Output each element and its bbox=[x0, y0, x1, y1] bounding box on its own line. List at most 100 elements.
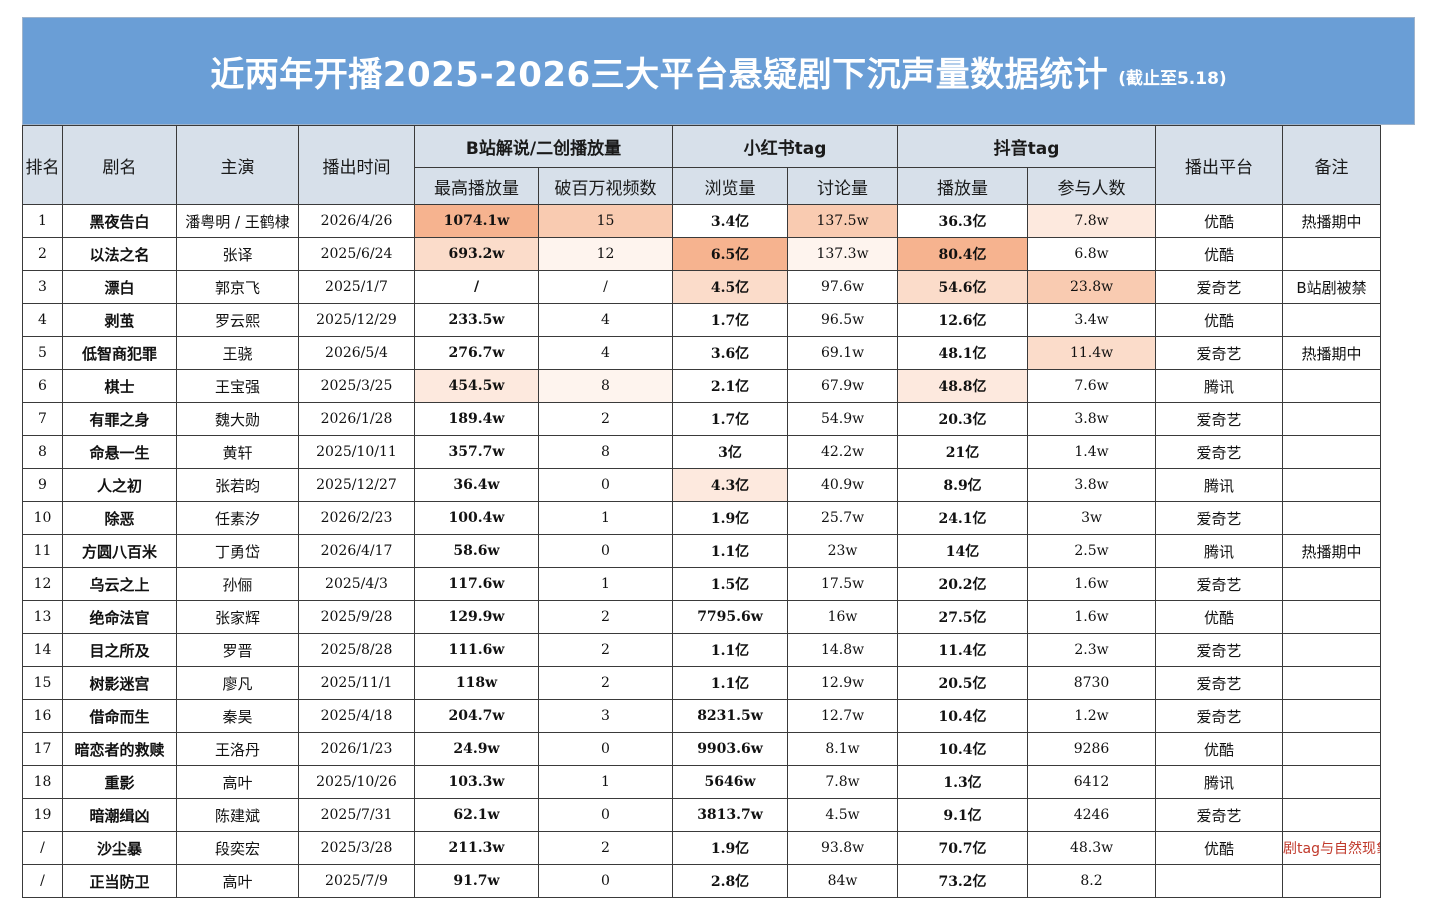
platform-cell: 优酷 bbox=[1155, 831, 1284, 865]
drama-name-cell: 乌云之上 bbox=[62, 567, 177, 601]
bili-max-plays-cell: 1074.1w bbox=[414, 204, 539, 238]
note-cell: 热播期中 bbox=[1282, 336, 1382, 370]
cast-cell: 高叶 bbox=[176, 864, 299, 898]
xhs-discussion-cell: 69.1w bbox=[787, 336, 899, 370]
table-row: 4 剥茧 罗云熙 2025/12/29 233.5w 4 1.7亿 96.5w 12.6亿 3.4… bbox=[22, 303, 1440, 337]
note-cell bbox=[1282, 468, 1382, 502]
dy-plays-cell: 20.2亿 bbox=[897, 567, 1029, 601]
cast-cell: 张若昀 bbox=[176, 468, 299, 502]
bili-million-count-cell: 15 bbox=[537, 204, 674, 238]
dy-plays-cell: 21亿 bbox=[897, 435, 1029, 469]
bili-million-count-cell: 1 bbox=[537, 567, 674, 601]
bili-max-plays-cell: 103.3w bbox=[414, 765, 539, 799]
dy-participants-cell: 2.5w bbox=[1027, 534, 1157, 568]
air-date-cell: 2025/11/1 bbox=[298, 666, 415, 700]
bili-million-count-cell: 4 bbox=[537, 336, 674, 370]
table-body: 1 黑夜告白 潘粤明 / 王鹤棣 2026/4/26 1074.1w 15 3.4亿 137.… bbox=[22, 204, 1440, 898]
xhs-discussion-cell: 42.2w bbox=[787, 435, 899, 469]
rank-cell: 5 bbox=[22, 336, 63, 370]
xhs-discussion-cell: 96.5w bbox=[787, 303, 899, 337]
note-cell: 热播期中 bbox=[1282, 204, 1382, 238]
cast-cell: 陈建斌 bbox=[176, 798, 299, 832]
xhs-views-cell: 3813.7w bbox=[672, 798, 789, 832]
dy-plays-cell: 80.4亿 bbox=[897, 237, 1029, 271]
bili-max-plays-cell: 233.5w bbox=[414, 303, 539, 337]
note-cell bbox=[1282, 567, 1382, 601]
dy-participants-cell: 6412 bbox=[1027, 765, 1157, 799]
bili-million-count-cell: / bbox=[537, 270, 674, 304]
dy-participants-cell: 23.8w bbox=[1027, 270, 1157, 304]
platform-cell: 爱奇艺 bbox=[1155, 336, 1284, 370]
xhs-discussion-cell: 93.8w bbox=[787, 831, 899, 865]
dy-participants-cell: 11.4w bbox=[1027, 336, 1157, 370]
dy-plays-cell: 11.4亿 bbox=[897, 633, 1029, 667]
bili-million-count-cell: 2 bbox=[537, 402, 674, 436]
xhs-discussion-cell: 54.9w bbox=[787, 402, 899, 436]
rank-cell: 16 bbox=[22, 699, 63, 733]
dy-plays-cell: 73.2亿 bbox=[897, 864, 1029, 898]
table-header: 排名 剧名 主演 播出时间 B站解说/二创播放量 小红书tag 抖音tag 播出… bbox=[22, 125, 1440, 205]
dy-participants-cell: 1.2w bbox=[1027, 699, 1157, 733]
note-cell bbox=[1282, 798, 1382, 832]
dy-participants-cell: 1.6w bbox=[1027, 567, 1157, 601]
xhs-discussion-cell: 67.9w bbox=[787, 369, 899, 403]
col-header-rank: 排名 bbox=[22, 125, 63, 205]
xhs-discussion-cell: 25.7w bbox=[787, 501, 899, 535]
xhs-views-cell: 1.5亿 bbox=[672, 567, 789, 601]
page-title: 近两年开播2025-2026三大平台悬疑剧下沉声量数据统计 bbox=[210, 54, 1109, 95]
col-header-dy-plays: 播放量 bbox=[897, 167, 1029, 205]
platform-cell: 爱奇艺 bbox=[1155, 402, 1284, 436]
bili-million-count-cell: 2 bbox=[537, 633, 674, 667]
note-cell bbox=[1282, 435, 1382, 469]
dy-plays-cell: 14亿 bbox=[897, 534, 1029, 568]
air-date-cell: 2025/9/28 bbox=[298, 600, 415, 634]
bili-max-plays-cell: 211.3w bbox=[414, 831, 539, 865]
xhs-discussion-cell: 12.7w bbox=[787, 699, 899, 733]
rank-cell: 14 bbox=[22, 633, 63, 667]
table-row: 8 命悬一生 黄轩 2025/10/11 357.7w 8 3亿 42.2w 21亿 1.4w 爱奇… bbox=[22, 435, 1440, 469]
xhs-views-cell: 1.7亿 bbox=[672, 303, 789, 337]
xhs-discussion-cell: 97.6w bbox=[787, 270, 899, 304]
note-cell bbox=[1282, 765, 1382, 799]
col-header-note: 备注 bbox=[1282, 125, 1382, 205]
cast-cell: 段奕宏 bbox=[176, 831, 299, 865]
bili-max-plays-cell: 357.7w bbox=[414, 435, 539, 469]
drama-name-cell: 暗潮缉凶 bbox=[62, 798, 177, 832]
col-header-date: 播出时间 bbox=[298, 125, 415, 205]
platform-cell: 爱奇艺 bbox=[1155, 435, 1284, 469]
xhs-views-cell: 1.7亿 bbox=[672, 402, 789, 436]
bili-million-count-cell: 8 bbox=[537, 369, 674, 403]
table-row: 6 棋士 王宝强 2025/3/25 454.5w 8 2.1亿 67.9w 48.8亿 7.6w… bbox=[22, 369, 1440, 403]
note-cell bbox=[1282, 303, 1382, 337]
bili-million-count-cell: 4 bbox=[537, 303, 674, 337]
bili-million-count-cell: 0 bbox=[537, 732, 674, 766]
platform-cell: 爱奇艺 bbox=[1155, 633, 1284, 667]
note-cell: 剧tag与自然现象重名 bbox=[1282, 831, 1382, 865]
drama-name-cell: 正当防卫 bbox=[62, 864, 177, 898]
dy-plays-cell: 10.4亿 bbox=[897, 699, 1029, 733]
bili-max-plays-cell: 100.4w bbox=[414, 501, 539, 535]
platform-cell: 优酷 bbox=[1155, 732, 1284, 766]
dy-plays-cell: 24.1亿 bbox=[897, 501, 1029, 535]
table-row: 17 暗恋者的救赎 王洛丹 2026/1/23 24.9w 0 9903.6w 8.1w 10.… bbox=[22, 732, 1440, 766]
dy-participants-cell: 3.8w bbox=[1027, 402, 1157, 436]
table-row: / 正当防卫 高叶 2025/7/9 91.7w 0 2.8亿 84w 73.2亿 8.2 bbox=[22, 864, 1440, 898]
table-row: 2 以法之名 张译 2025/6/24 693.2w 12 6.5亿 137.3w 80.4亿 6… bbox=[22, 237, 1440, 271]
table-row: 18 重影 高叶 2025/10/26 103.3w 1 5646w 7.8w 1.3亿 6412… bbox=[22, 765, 1440, 799]
dy-plays-cell: 36.3亿 bbox=[897, 204, 1029, 238]
bili-max-plays-cell: / bbox=[414, 270, 539, 304]
rank-cell: 18 bbox=[22, 765, 63, 799]
col-header-bili-million: 破百万视频数 bbox=[537, 167, 674, 205]
col-group-xiaohongshu: 小红书tag bbox=[672, 125, 899, 168]
cast-cell: 秦昊 bbox=[176, 699, 299, 733]
xhs-views-cell: 3亿 bbox=[672, 435, 789, 469]
xhs-discussion-cell: 137.3w bbox=[787, 237, 899, 271]
cast-cell: 郭京飞 bbox=[176, 270, 299, 304]
drama-name-cell: 绝命法官 bbox=[62, 600, 177, 634]
dy-plays-cell: 70.7亿 bbox=[897, 831, 1029, 865]
xhs-views-cell: 1.9亿 bbox=[672, 831, 789, 865]
bili-max-plays-cell: 91.7w bbox=[414, 864, 539, 898]
cast-cell: 孙俪 bbox=[176, 567, 299, 601]
drama-name-cell: 低智商犯罪 bbox=[62, 336, 177, 370]
bili-million-count-cell: 1 bbox=[537, 765, 674, 799]
